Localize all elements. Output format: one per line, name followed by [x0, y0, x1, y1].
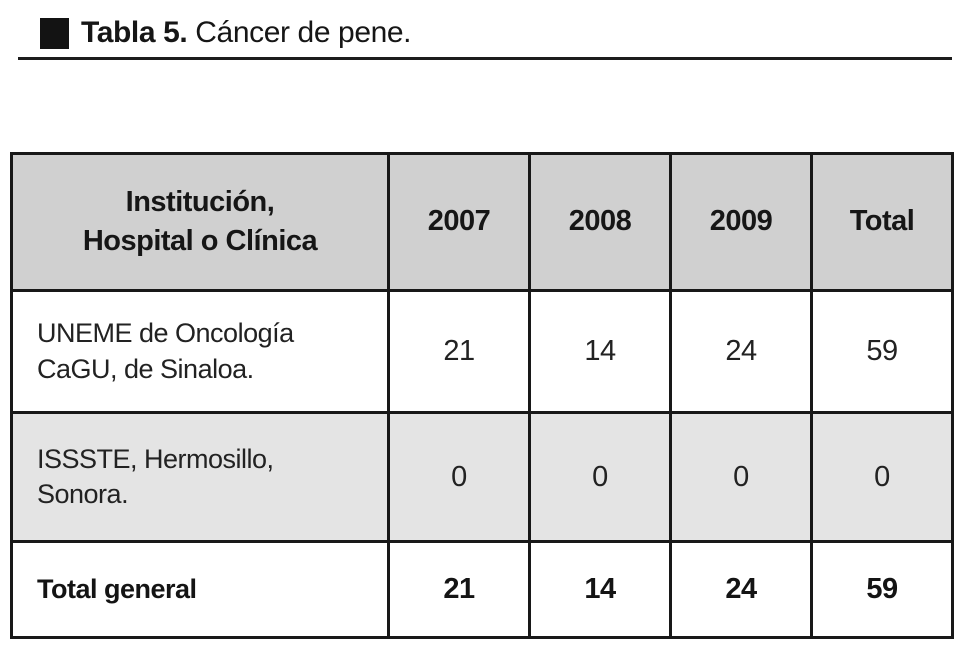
cell-institution-issste-line1: ISSSTE, Hermosillo, — [37, 443, 274, 474]
table-row-total: Total general 21 14 24 59 — [10, 540, 954, 639]
cell-institution-uneme-line2: CaGU, de Sinaloa. — [37, 353, 254, 384]
cell-total-general-label: Total general — [10, 540, 390, 639]
cell-institution-issste-line2: Sonora. — [37, 479, 129, 509]
black-square-icon — [40, 17, 69, 49]
table-row-uneme: UNEME de Oncología CaGU, de Sinaloa. 21 … — [10, 289, 954, 414]
cell-uneme-2009: 24 — [669, 289, 813, 414]
column-header-institution-line2: Hospital o Clínica — [82, 225, 318, 257]
column-header-2007: 2007 — [387, 152, 531, 292]
table-row-issste: ISSSTE, Hermosillo, Sonora. 0 0 0 0 — [10, 411, 954, 543]
title-underline — [18, 57, 952, 60]
cell-total-2009: 24 — [669, 540, 813, 639]
column-header-total: Total — [810, 152, 954, 292]
cell-total-total: 59 — [810, 540, 954, 639]
column-header-2008: 2008 — [528, 152, 672, 292]
table-title-label: Tabla 5. — [81, 16, 188, 49]
cell-uneme-2007: 21 — [387, 289, 531, 414]
table-caption: Tabla 5. Cáncer de pene. — [40, 16, 412, 50]
cell-institution-uneme: UNEME de Oncología CaGU, de Sinaloa. — [10, 289, 390, 414]
cell-total-2008: 14 — [528, 540, 672, 639]
header-row: Institución, Hospital o Clínica 2007 200… — [10, 152, 954, 292]
column-header-2009: 2009 — [669, 152, 813, 292]
column-header-institution-line1: Institución, — [125, 185, 275, 218]
cell-institution-uneme-line1: UNEME de Oncología — [37, 318, 294, 349]
table-title: Tabla 5. Cáncer de pene. — [81, 16, 412, 50]
table-title-text: Cáncer de pene. — [195, 16, 412, 49]
cell-total-2007: 21 — [387, 540, 531, 639]
cell-uneme-total: 59 — [810, 289, 954, 414]
cell-issste-2007: 0 — [387, 411, 531, 543]
cell-issste-2009: 0 — [669, 411, 813, 543]
cell-issste-2008: 0 — [528, 411, 672, 543]
column-header-institution: Institución, Hospital o Clínica — [10, 152, 390, 292]
cell-issste-total: 0 — [810, 411, 954, 543]
cell-uneme-2008: 14 — [528, 289, 672, 414]
data-table: Institución, Hospital o Clínica 2007 200… — [10, 152, 954, 639]
cell-institution-issste: ISSSTE, Hermosillo, Sonora. — [10, 411, 390, 543]
